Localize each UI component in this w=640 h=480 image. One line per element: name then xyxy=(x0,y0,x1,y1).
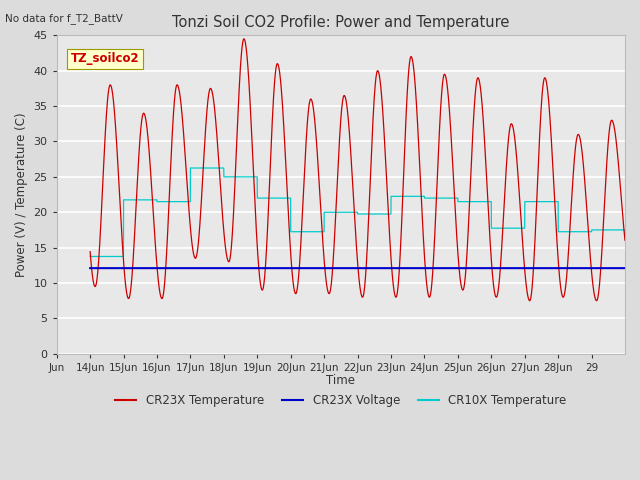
Y-axis label: Power (V) / Temperature (C): Power (V) / Temperature (C) xyxy=(15,112,28,277)
Title: Tonzi Soil CO2 Profile: Power and Temperature: Tonzi Soil CO2 Profile: Power and Temper… xyxy=(172,15,509,30)
X-axis label: Time: Time xyxy=(326,374,355,387)
Text: No data for f_T2_BattV: No data for f_T2_BattV xyxy=(5,13,123,24)
Text: TZ_soilco2: TZ_soilco2 xyxy=(71,52,140,65)
Legend: CR23X Temperature, CR23X Voltage, CR10X Temperature: CR23X Temperature, CR23X Voltage, CR10X … xyxy=(111,389,572,411)
